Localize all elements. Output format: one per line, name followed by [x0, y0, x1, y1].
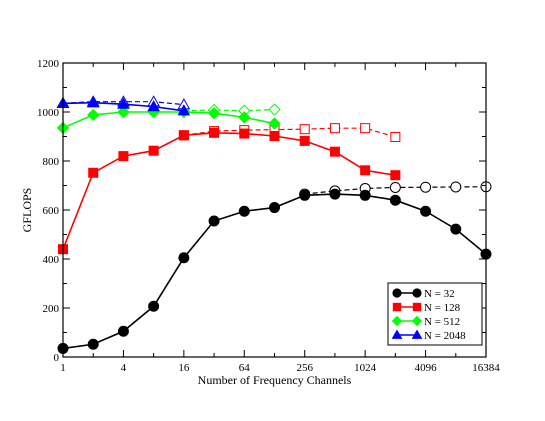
data-point: [118, 151, 129, 162]
data-point: [207, 107, 221, 120]
data-point: [268, 117, 281, 130]
data-point: [390, 131, 401, 142]
data-point: [299, 189, 311, 201]
x-tick-label: 1: [60, 362, 66, 374]
legend-marker: [412, 302, 422, 312]
x-tick-label: 64: [239, 362, 251, 374]
series-extrapolated-1: [299, 181, 492, 200]
legend-entry: N = 32: [392, 288, 455, 300]
data-point: [389, 194, 401, 206]
legend-marker: [411, 329, 423, 339]
data-point: [117, 105, 130, 119]
legend-entry: N = 512: [391, 315, 460, 328]
x-tick-label: 16384: [472, 362, 500, 374]
legend-marker: [411, 315, 423, 327]
data-point: [360, 165, 371, 176]
y-axis-ticks: 0 200 400 600 800 1000 1200: [37, 58, 486, 364]
data-point: [88, 167, 99, 178]
data-point: [238, 205, 250, 217]
y-tick-label: 800: [43, 156, 60, 168]
data-point: [117, 97, 130, 109]
x-tick-label: 16: [178, 362, 190, 374]
y-tick-label: 200: [43, 303, 60, 315]
x-tick-label: 256: [296, 362, 313, 374]
data-point: [87, 338, 99, 350]
data-point: [360, 123, 371, 134]
series-line: [183, 127, 396, 138]
legend-label: N = 2048: [424, 330, 466, 342]
x-tick-label: 4: [121, 362, 127, 374]
data-point: [269, 131, 280, 142]
data-point: [329, 146, 340, 157]
x-axis-label: Number of Frequency Channels: [198, 373, 352, 387]
y-tick-label: 0: [54, 352, 60, 364]
series-line: [183, 108, 275, 112]
y-tick-label: 1200: [37, 58, 60, 70]
series-n-2048: [56, 96, 191, 116]
y-axis-label: GFLOPS: [20, 188, 34, 233]
data-point: [117, 325, 129, 337]
y-tick-label: 600: [43, 205, 60, 217]
series-extrapolated-5: [177, 103, 281, 117]
legend-label: N = 128: [424, 302, 461, 314]
data-point: [209, 127, 220, 138]
legend: N = 32 N = 128 N = 512 N = 2048: [387, 282, 483, 346]
data-point: [147, 100, 161, 112]
data-point: [208, 215, 220, 227]
data-point: [178, 130, 189, 141]
legend-marker: [391, 329, 403, 339]
series-line: [62, 132, 396, 250]
data-point: [299, 124, 310, 135]
legend-entry: N = 2048: [391, 329, 466, 342]
data-point: [269, 202, 280, 214]
plot-area: [56, 95, 492, 354]
series-n-128: [58, 127, 401, 255]
data-point: [420, 205, 432, 217]
data-point: [299, 135, 310, 146]
axes: 1 4 16 64 256 1024 4096 16384 0 200 400 600 800 1000…: [20, 58, 500, 387]
data-point: [329, 188, 341, 200]
data-point: [86, 96, 100, 108]
data-point: [390, 170, 401, 181]
x-axis-ticks: 1 4 16 64 256 1024 4096 16384: [60, 63, 500, 374]
legend-entry: N = 128: [392, 302, 461, 314]
data-point: [329, 123, 340, 134]
data-point: [177, 104, 191, 116]
data-point: [148, 300, 160, 312]
data-point: [389, 181, 401, 193]
legend-marker: [392, 302, 402, 312]
data-point: [238, 111, 251, 124]
data-point: [178, 252, 190, 264]
data-point: [268, 103, 281, 116]
legend-marker: [391, 315, 403, 327]
y-tick-label: 400: [43, 254, 60, 266]
legend-label: N = 512: [424, 316, 460, 328]
x-tick-label: 1024: [354, 362, 377, 374]
x-tick-label: 4096: [415, 362, 438, 374]
data-point: [420, 181, 432, 193]
data-point: [87, 108, 100, 122]
legend-label: N = 32: [424, 288, 455, 300]
data-point: [450, 181, 462, 193]
data-point: [450, 223, 462, 235]
data-point: [148, 145, 159, 156]
legend-marker: [412, 288, 422, 298]
data-point: [359, 189, 371, 201]
legend-marker: [392, 288, 402, 298]
y-tick-label: 1000: [37, 107, 60, 119]
data-point: [239, 128, 250, 139]
